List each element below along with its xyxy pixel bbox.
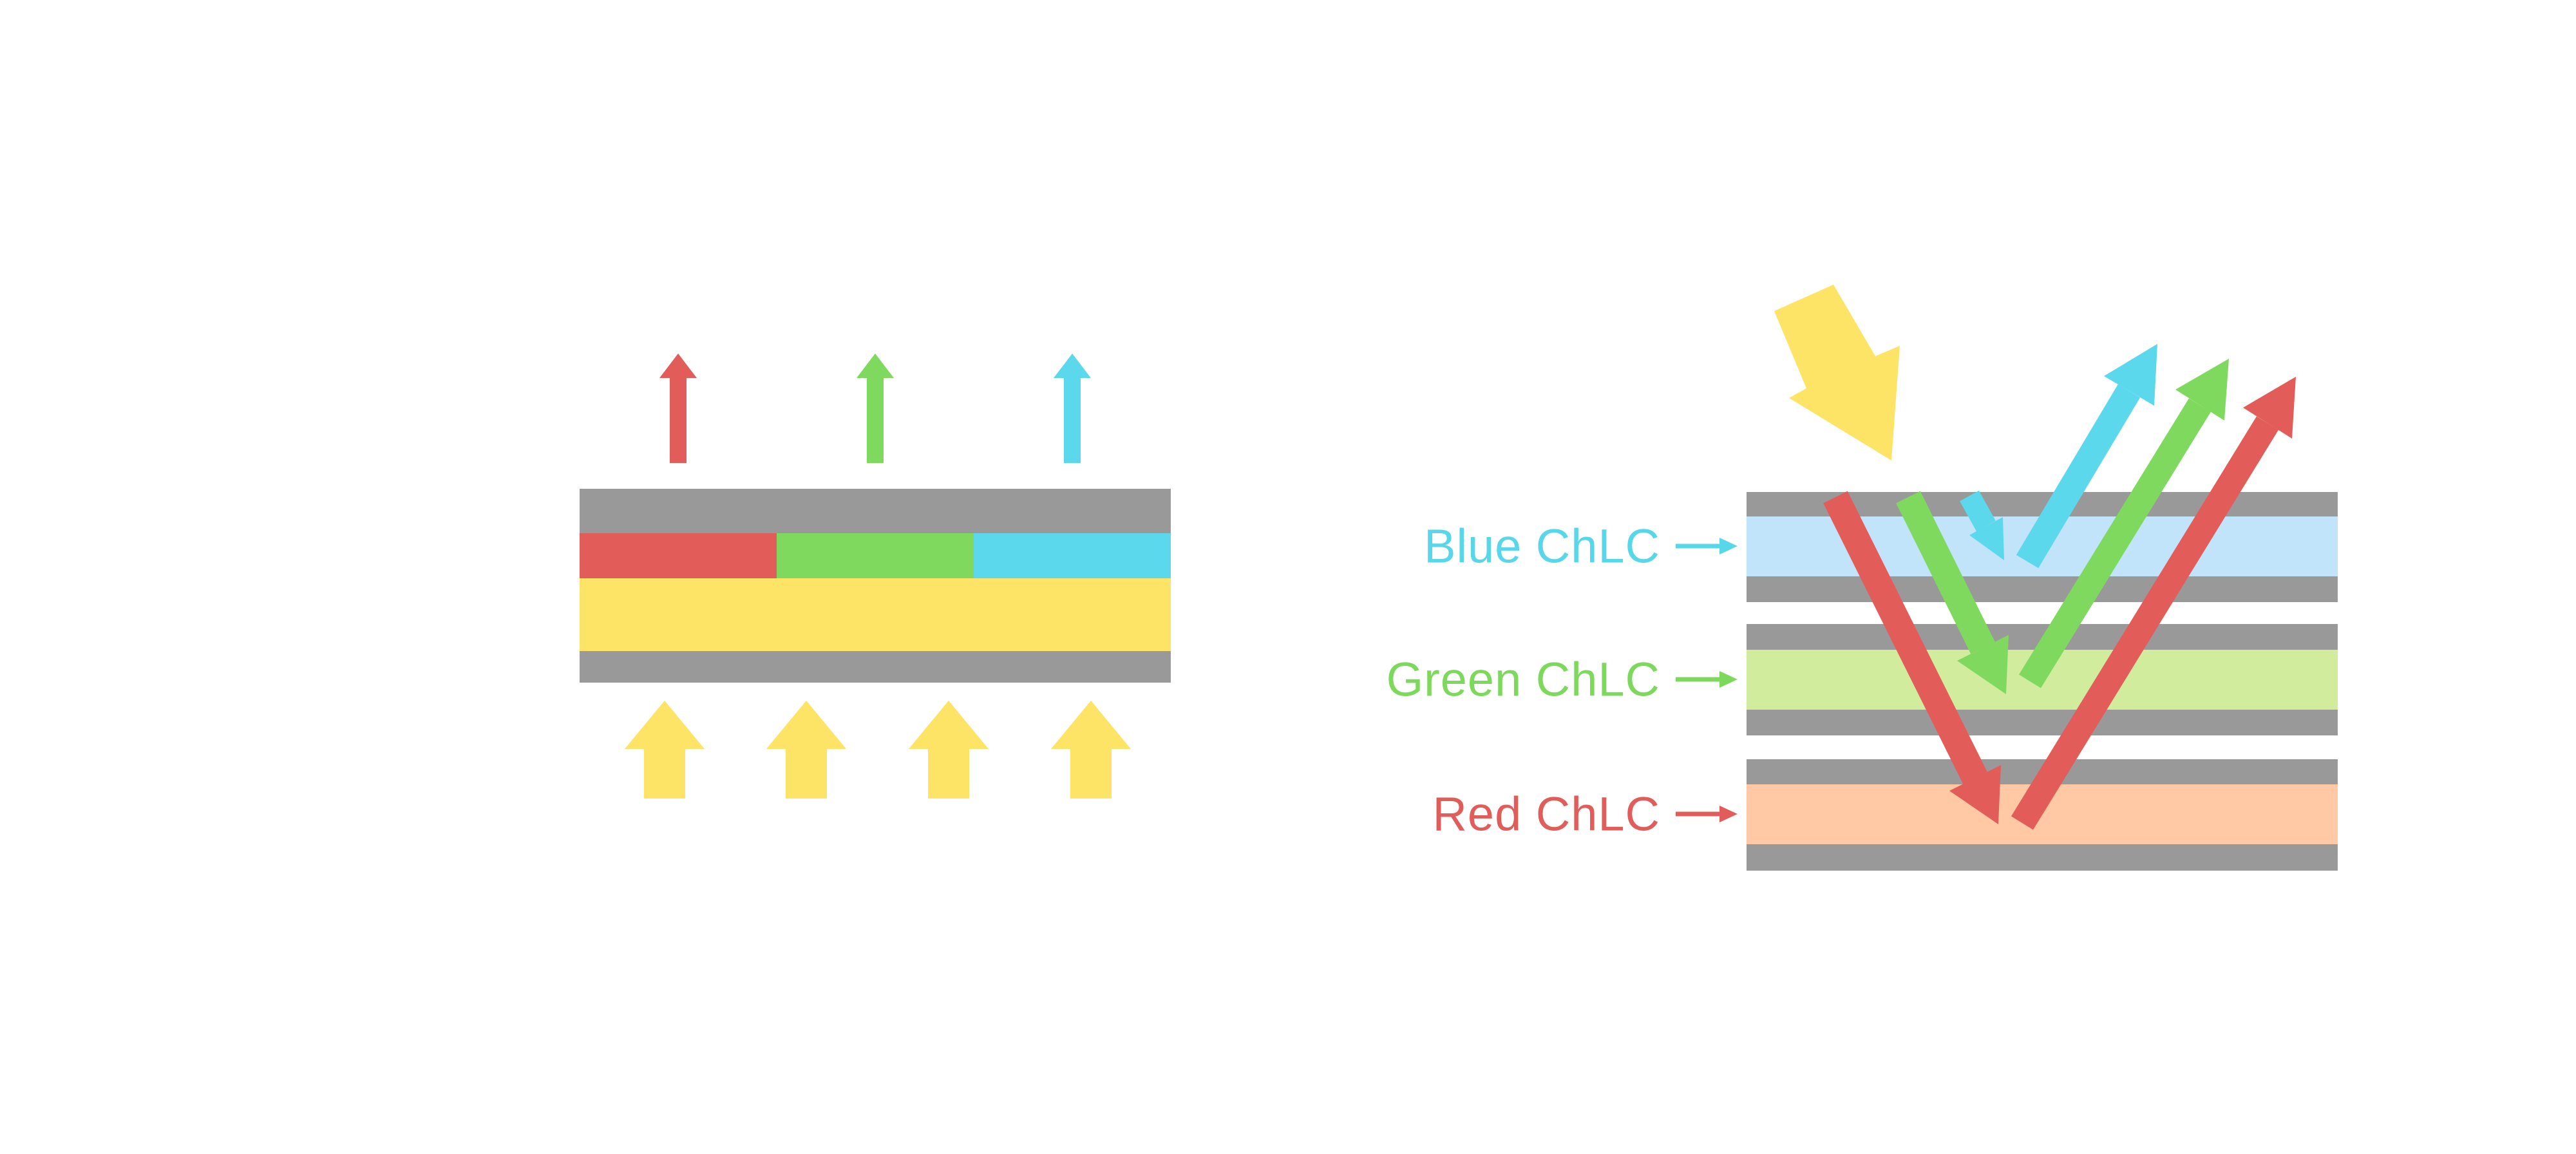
red-ray-reflected-shaft	[2011, 416, 2279, 830]
left-stack-yellow-backlight-layer	[580, 578, 1171, 651]
blue-cell-bottom-glass	[1747, 576, 2338, 602]
green-ray-incoming	[1896, 491, 2009, 694]
red-chlc-label: Red ChLC	[1432, 788, 1660, 841]
red-ray-incoming	[1823, 491, 2001, 824]
blue-ray-reflected	[2016, 344, 2157, 569]
red-cell-bottom-glass	[1747, 844, 2338, 871]
red-ray-reflected	[2011, 377, 2296, 830]
left-stack-top-glass	[580, 489, 1171, 533]
green-cell-bottom-glass	[1747, 710, 2338, 735]
cyan-emitted-arrow-icon	[1054, 354, 1091, 463]
red-ray-incoming-shaft	[1823, 491, 1987, 784]
backlight-arrow-icon-2	[766, 701, 846, 799]
left-stack-bottom-glass	[580, 651, 1171, 683]
left-panel-display-stack	[580, 354, 1171, 799]
blue-ray-incoming-shaft	[1960, 490, 1996, 532]
red-emitted-arrow-icon	[659, 354, 697, 463]
green-ray-incoming-arrowhead-icon	[1957, 635, 2009, 694]
blue-ray-reflected-arrowhead-icon	[2104, 344, 2157, 406]
incident-light-bolt-arrow-icon	[1774, 285, 1900, 460]
backlight-arrow-icon-4	[1051, 701, 1131, 799]
green-chlc-label: Green ChLC	[1387, 653, 1660, 706]
red-chlc-label-arrow-head	[1719, 806, 1738, 822]
blue-ray-incoming	[1960, 490, 2004, 560]
blue-chlc-label-arrow-head	[1719, 538, 1738, 554]
green-emitted-arrow-icon	[857, 354, 894, 463]
red-ray-incoming-arrowhead-icon	[1949, 765, 2001, 824]
green-ray-reflected-shaft	[2018, 398, 2211, 688]
green-ray-reflected	[2018, 359, 2229, 688]
red-ray-reflected-arrowhead-icon	[2243, 377, 2296, 439]
left-stack-cyan-subpixel	[974, 533, 1171, 578]
green-ray-reflected-arrowhead-icon	[2175, 359, 2229, 421]
right-panel-chlc-stack: Blue ChLC Green ChLC Red ChLC	[1387, 285, 2338, 871]
left-stack-green-subpixel	[777, 533, 974, 578]
blue-ray-incoming-arrowhead-icon	[1969, 517, 2004, 560]
green-chlc-label-arrow-head	[1719, 671, 1738, 688]
backlight-arrow-icon-1	[625, 701, 705, 799]
blue-ray-reflected-shaft	[2016, 384, 2141, 569]
blue-chlc-label: Blue ChLC	[1424, 520, 1660, 573]
backlight-arrow-icon-3	[909, 701, 989, 799]
green-ray-incoming-shaft	[1896, 491, 1995, 654]
left-stack-red-subpixel	[580, 533, 777, 578]
